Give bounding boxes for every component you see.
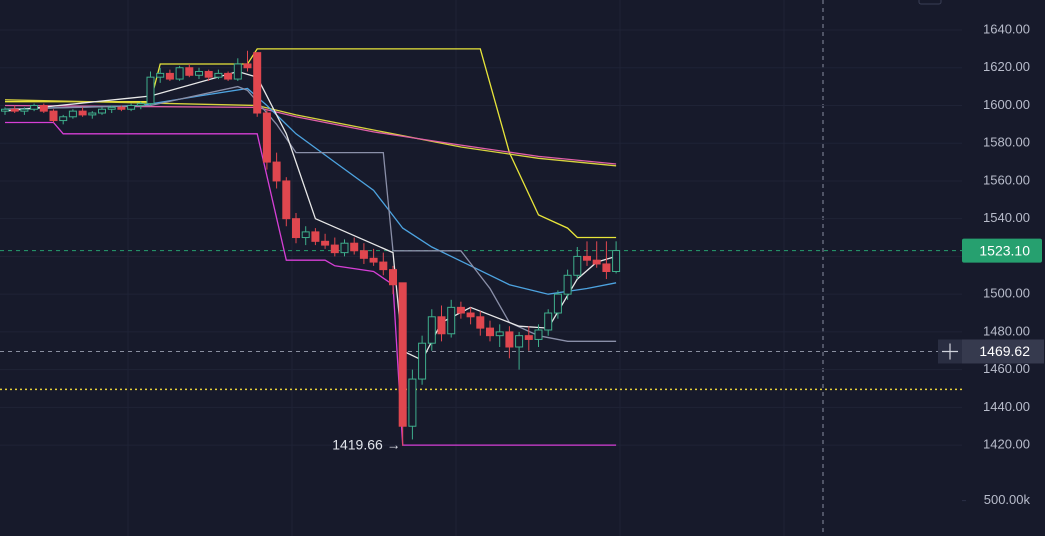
candle-body <box>583 255 591 261</box>
candle-body <box>282 180 291 220</box>
last-price-box <box>962 238 1042 263</box>
candle-body <box>534 329 543 340</box>
candle-body <box>68 110 77 118</box>
candle-body <box>20 108 29 112</box>
y-tick-label: 1580.00 <box>983 135 1030 150</box>
candle-body <box>486 327 494 337</box>
candle-body <box>330 244 339 254</box>
candle-body <box>107 106 116 110</box>
candle-body <box>602 263 611 273</box>
candle-body <box>311 231 320 242</box>
candle-body <box>262 112 271 163</box>
crosshair-price-box <box>962 339 1044 364</box>
candle-body <box>456 306 465 314</box>
candle-body <box>127 104 136 110</box>
candle-body <box>292 218 300 239</box>
candle-body <box>49 110 58 122</box>
crosshair-price-label: 1469.62 <box>979 343 1030 359</box>
candle-body <box>243 63 252 69</box>
candle-body <box>379 261 388 271</box>
y-tick-label: 1560.00 <box>983 172 1030 187</box>
candle-body <box>359 250 368 259</box>
y-tick-label: 1620.00 <box>983 59 1030 74</box>
candle-body <box>224 72 233 80</box>
candle-body <box>146 76 155 105</box>
candle-body <box>321 240 330 246</box>
candle-body <box>1 108 9 112</box>
candle-body <box>466 312 475 318</box>
candle-body <box>78 110 87 116</box>
y-tick-label: 1640.00 <box>983 21 1030 36</box>
candle-body <box>350 242 359 252</box>
candle-body <box>437 316 446 335</box>
volume-tick-label: 500.00k <box>984 492 1031 507</box>
candle-body <box>185 67 194 76</box>
candle-body <box>447 306 456 335</box>
candle-body <box>98 108 106 114</box>
candle-body <box>272 161 281 182</box>
indicator-line <box>4 87 617 295</box>
add-button[interactable] <box>938 339 962 364</box>
candle-body <box>563 274 572 295</box>
candle-body <box>398 282 407 427</box>
candle-body <box>553 293 562 314</box>
candle-body <box>369 257 378 263</box>
candle-body <box>30 104 39 110</box>
y-tick-label: 1600.00 <box>983 97 1030 112</box>
y-tick-label: 1500.00 <box>983 286 1030 301</box>
candle-body <box>88 112 97 116</box>
y-tick-label: 1540.00 <box>983 210 1030 225</box>
candle-body <box>253 52 262 114</box>
candle-body <box>214 72 223 78</box>
candle-body <box>165 72 174 80</box>
last-price-label: 1523.10 <box>979 242 1030 258</box>
candle-body <box>10 108 19 112</box>
top-button[interactable] <box>918 0 942 5</box>
low-annotation: 1419.66 → <box>332 436 401 452</box>
add-button-icon <box>942 343 958 360</box>
candle-body <box>418 342 427 380</box>
candle-body <box>544 312 553 331</box>
candle-body <box>195 71 203 76</box>
candle-body <box>524 335 533 340</box>
candle-body <box>340 242 349 254</box>
time-grid <box>127 0 785 536</box>
indicator-line <box>5 121 617 446</box>
candle-body <box>592 259 601 265</box>
candle-body <box>301 231 310 239</box>
y-tick-label: 1460.00 <box>983 361 1030 376</box>
candle-body <box>515 335 524 348</box>
candle-body <box>156 72 165 78</box>
candle-body <box>39 104 48 112</box>
candle-body <box>495 331 504 337</box>
candle-body <box>408 378 417 427</box>
candle-body <box>233 63 242 80</box>
y-tick-label: 1480.00 <box>983 323 1030 338</box>
candle-body <box>505 331 514 348</box>
candle-body <box>476 316 485 329</box>
candle-body <box>175 67 184 80</box>
indicator-line <box>4 85 617 342</box>
candle-body <box>204 71 213 78</box>
candle-body <box>612 250 621 273</box>
candle-body <box>117 106 126 110</box>
indicator-line <box>4 70 617 362</box>
y-tick-label: 1440.00 <box>983 399 1030 414</box>
candle-body <box>573 255 582 276</box>
y-tick-label: 1420.00 <box>983 437 1030 452</box>
candle-body <box>427 316 436 344</box>
candle-body <box>59 116 68 122</box>
candle-body <box>389 269 397 286</box>
candle-body <box>136 103 145 106</box>
